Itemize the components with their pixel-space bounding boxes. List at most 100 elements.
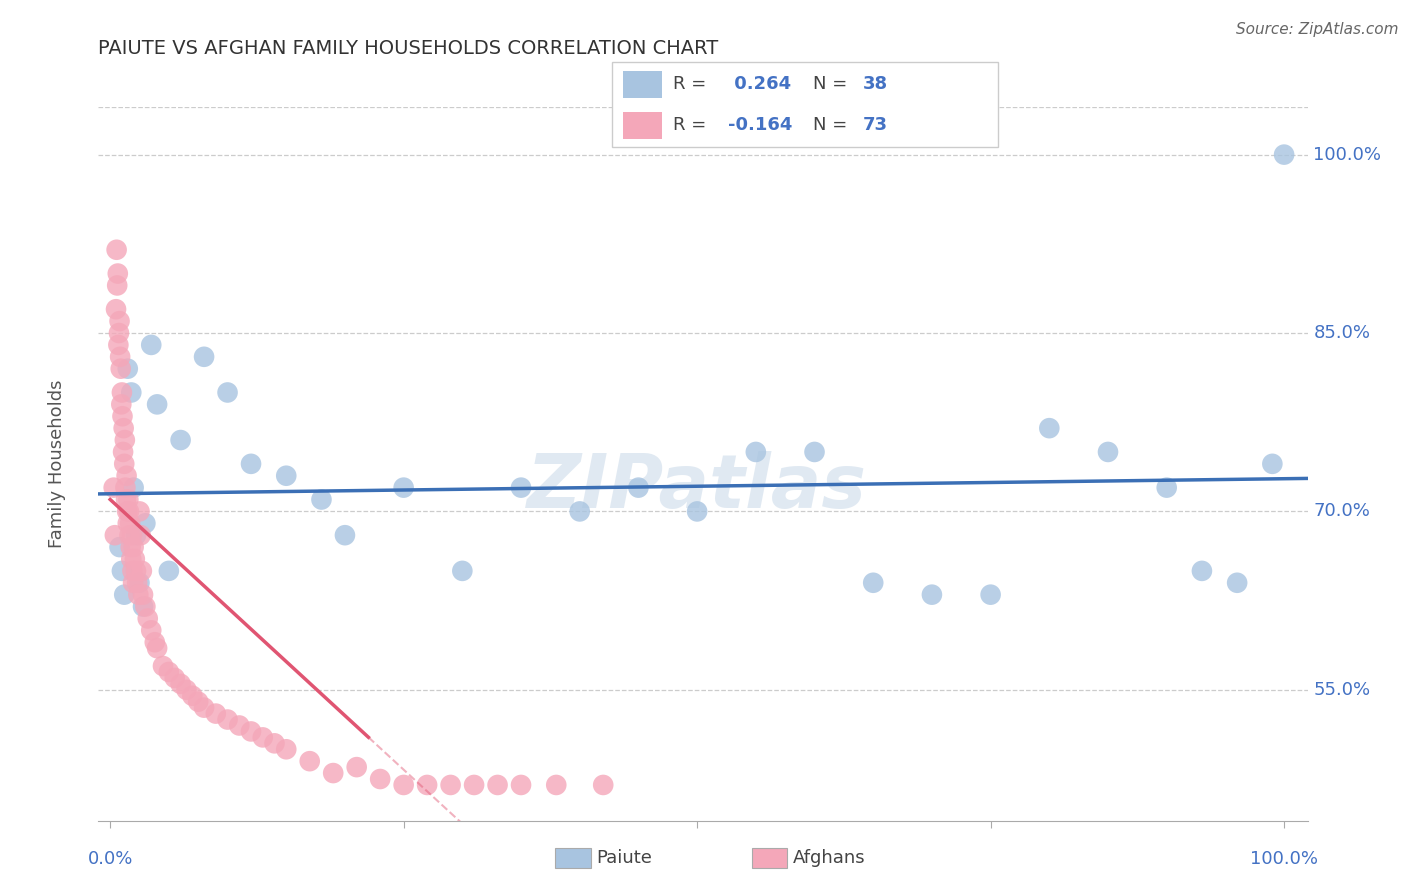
Text: Source: ZipAtlas.com: Source: ZipAtlas.com bbox=[1236, 22, 1399, 37]
Point bbox=[157, 665, 180, 679]
Point bbox=[252, 731, 274, 745]
Point bbox=[111, 385, 134, 400]
Point bbox=[392, 481, 415, 495]
Point bbox=[132, 588, 155, 602]
Point bbox=[451, 564, 474, 578]
Point bbox=[125, 564, 148, 578]
Point bbox=[510, 778, 533, 792]
Text: 0.0%: 0.0% bbox=[87, 850, 132, 869]
Point bbox=[128, 575, 150, 590]
Point bbox=[163, 671, 186, 685]
Point bbox=[240, 457, 263, 471]
Bar bbox=[623, 71, 662, 98]
Point bbox=[392, 778, 415, 792]
Point bbox=[136, 611, 159, 625]
Point bbox=[1261, 457, 1284, 471]
Point bbox=[204, 706, 226, 721]
Point bbox=[114, 433, 136, 447]
Point bbox=[217, 713, 239, 727]
Point bbox=[276, 742, 298, 756]
Text: N =: N = bbox=[813, 76, 852, 94]
Point bbox=[104, 528, 127, 542]
Point bbox=[322, 766, 344, 780]
Point bbox=[103, 481, 125, 495]
Text: 100.0%: 100.0% bbox=[1250, 850, 1317, 869]
Point bbox=[118, 504, 141, 518]
Point bbox=[1191, 564, 1213, 578]
Point bbox=[157, 564, 180, 578]
Text: PAIUTE VS AFGHAN FAMILY HOUSEHOLDS CORRELATION CHART: PAIUTE VS AFGHAN FAMILY HOUSEHOLDS CORRE… bbox=[98, 39, 718, 58]
Point bbox=[546, 778, 568, 792]
Point bbox=[120, 552, 142, 566]
Point bbox=[107, 267, 129, 281]
Point bbox=[122, 575, 145, 590]
Point bbox=[980, 588, 1002, 602]
Point bbox=[176, 682, 198, 697]
Point bbox=[193, 350, 215, 364]
Text: Family Households: Family Households bbox=[48, 380, 66, 548]
Point bbox=[1156, 481, 1178, 495]
Point bbox=[111, 564, 134, 578]
Point bbox=[128, 504, 150, 518]
Point bbox=[1097, 445, 1119, 459]
Point bbox=[118, 528, 141, 542]
Text: N =: N = bbox=[813, 116, 852, 134]
Bar bbox=[623, 112, 662, 139]
Point bbox=[122, 540, 145, 554]
Point bbox=[921, 588, 943, 602]
Point bbox=[117, 361, 139, 376]
Text: Paiute: Paiute bbox=[596, 849, 652, 867]
Point bbox=[152, 659, 174, 673]
Point bbox=[311, 492, 333, 507]
Point bbox=[120, 540, 142, 554]
Point bbox=[121, 528, 143, 542]
Point bbox=[1038, 421, 1060, 435]
Point bbox=[112, 421, 135, 435]
Point bbox=[686, 504, 709, 518]
Point bbox=[141, 624, 163, 638]
Point bbox=[276, 468, 298, 483]
Point bbox=[108, 314, 131, 328]
Text: 100.0%: 100.0% bbox=[1313, 145, 1382, 163]
Point bbox=[240, 724, 263, 739]
Point bbox=[745, 445, 768, 459]
Point bbox=[181, 689, 204, 703]
Point bbox=[592, 778, 614, 792]
Text: Afghans: Afghans bbox=[793, 849, 866, 867]
Point bbox=[510, 481, 533, 495]
Point bbox=[105, 243, 128, 257]
Point bbox=[141, 338, 163, 352]
Text: ZIPatlas: ZIPatlas bbox=[527, 451, 868, 524]
Point bbox=[111, 409, 134, 424]
Point bbox=[124, 552, 146, 566]
Point bbox=[228, 718, 250, 732]
Point bbox=[117, 492, 139, 507]
Point bbox=[115, 468, 138, 483]
Point bbox=[115, 492, 138, 507]
Point bbox=[105, 302, 128, 317]
Text: 38: 38 bbox=[863, 76, 889, 94]
Point bbox=[1272, 147, 1295, 161]
Text: R =: R = bbox=[673, 76, 713, 94]
Point bbox=[298, 754, 321, 768]
Point bbox=[439, 778, 461, 792]
Point bbox=[112, 445, 135, 459]
Text: -0.164: -0.164 bbox=[728, 116, 792, 134]
Text: 73: 73 bbox=[863, 116, 889, 134]
Point bbox=[169, 677, 191, 691]
Point bbox=[132, 599, 155, 614]
Text: 70.0%: 70.0% bbox=[1313, 502, 1371, 520]
Point bbox=[120, 385, 142, 400]
Point bbox=[187, 695, 209, 709]
Point bbox=[134, 516, 156, 531]
Text: 0.264: 0.264 bbox=[728, 76, 790, 94]
Point bbox=[217, 385, 239, 400]
Point bbox=[134, 599, 156, 614]
Point bbox=[108, 326, 131, 340]
Point bbox=[108, 540, 131, 554]
Point bbox=[127, 575, 149, 590]
FancyBboxPatch shape bbox=[612, 62, 998, 147]
Point bbox=[333, 528, 356, 542]
Text: R =: R = bbox=[673, 116, 713, 134]
Point bbox=[263, 736, 285, 750]
